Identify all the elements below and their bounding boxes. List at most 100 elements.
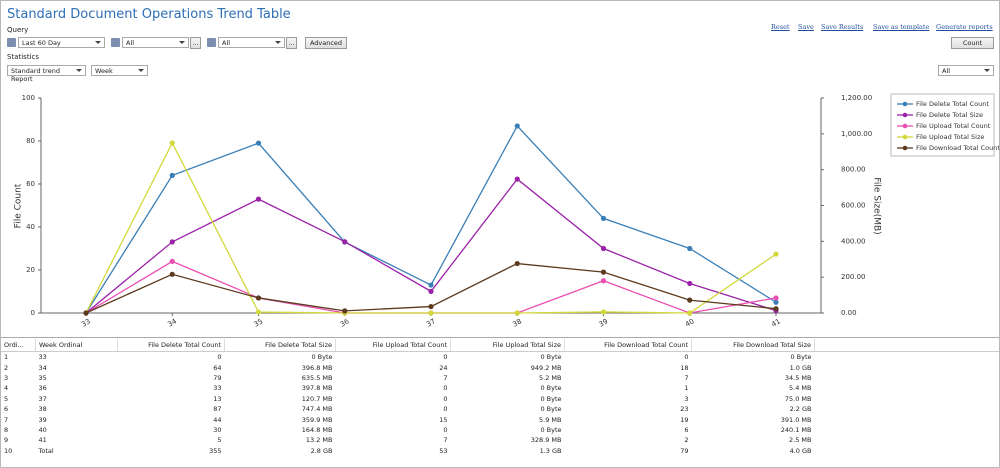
data-point [169, 239, 175, 245]
table-cell: 53 [439, 446, 448, 455]
table-cell: 0 Byte [540, 405, 562, 414]
table-cell: 39 [38, 415, 47, 424]
table-cell: 6 [684, 425, 689, 434]
generate-reports-link[interactable]: Generate reports [936, 23, 993, 31]
table-cell: 5.9 MB [539, 415, 562, 424]
cell-filler [815, 446, 1000, 456]
table-cell: 397.8 MB [301, 384, 333, 393]
legend-label: File Download Total Count [916, 144, 999, 152]
table-cell: Total [38, 446, 54, 455]
browse-button[interactable]: ... [286, 37, 297, 49]
table-cell: 10 [4, 446, 13, 455]
y-tick-label: 0 [31, 309, 35, 317]
y-tick-label: 40 [26, 223, 35, 231]
table-cell: 0 Byte [540, 384, 562, 393]
y2-tick-label: 400.00 [841, 237, 866, 245]
data-point [255, 309, 262, 315]
table-cell: 15 [439, 415, 448, 424]
table-cell: 36 [38, 384, 47, 393]
period-select[interactable]: Last 60 Day [18, 37, 105, 48]
legend-marker [902, 123, 908, 129]
table-cell: 40 [38, 425, 47, 434]
table-cell: 79 [680, 446, 689, 455]
table-cell: 164.8 MB [301, 425, 333, 434]
table-cell: 0 [443, 405, 448, 414]
data-point [687, 280, 693, 287]
data-point [773, 306, 779, 312]
column-header: File Delete Total Count [117, 339, 225, 352]
table-cell: 0 Byte [311, 353, 333, 362]
table-cell: 24 [439, 363, 448, 372]
filter-select[interactable]: All [218, 37, 285, 48]
table-cell: 35 [38, 373, 47, 382]
filter-select[interactable]: All [122, 37, 189, 48]
data-point [687, 310, 693, 316]
legend-marker [902, 134, 908, 140]
data-point [255, 295, 262, 301]
data-point [600, 215, 607, 221]
table-cell: 747.4 MB [301, 405, 333, 414]
y2-tick-label: 0.00 [841, 309, 857, 317]
table-cell: 5.2 MB [539, 373, 562, 382]
table-cell: 0 Byte [540, 425, 562, 434]
table-cell: 4 [4, 384, 9, 393]
table-cell: 355 [209, 446, 222, 455]
table-cell: 8 [4, 425, 9, 434]
table-cell: 38 [38, 405, 47, 414]
legend-marker [902, 112, 908, 118]
table-row: 7 39 44 359.9 MB 15 5.9 MB 19 391.0 MB [1, 414, 999, 424]
browse-button[interactable]: ... [190, 37, 201, 49]
table-cell: 41 [38, 436, 47, 445]
table-cell: 64 [213, 363, 222, 372]
interval-select[interactable]: Week [91, 65, 148, 76]
scope-select[interactable]: All [938, 65, 994, 76]
table-row: 10 Total 355 2.8 GB 53 1.3 GB 79 4.0 GB [1, 446, 1000, 456]
legend-label: File Delete Total Count [916, 100, 989, 108]
count-button[interactable]: Count [951, 37, 994, 49]
y2-tick-label: 800.00 [841, 166, 866, 174]
data-point [428, 282, 434, 288]
query-label: Query [7, 26, 29, 34]
x-tick-label: 35 [253, 317, 265, 328]
save-link[interactable]: Save [798, 23, 814, 31]
cell-filler [815, 435, 1000, 445]
table-cell: 2.8 GB [310, 446, 333, 455]
table-cell: 949.2 MB [530, 363, 562, 372]
table-row: 2 34 64 396.8 MB 24 949.2 MB 18 1.0 GB [1, 362, 999, 372]
calendar-icon [7, 38, 16, 47]
table-cell: 33 [38, 353, 47, 362]
table-cell: 5.4 MB [789, 384, 812, 393]
table-cell: 0 [443, 394, 448, 403]
advanced-button[interactable]: Advanced [305, 37, 347, 49]
table-row: 5 37 13 120.7 MB 0 0 Byte 3 75.0 MB [1, 394, 1000, 404]
x-tick-label: 36 [339, 317, 351, 329]
report-select[interactable]: Standard trend Report [7, 65, 86, 83]
y-tick-label: 100 [22, 94, 35, 102]
legend-label: File Upload Total Size [916, 133, 984, 141]
reset-link[interactable]: Reset [771, 23, 790, 31]
data-point [169, 140, 175, 146]
legend-marker [902, 101, 908, 107]
x-tick-label: 38 [511, 317, 523, 328]
save-template-link[interactable]: Save as template [873, 23, 930, 31]
table-cell: 44 [213, 415, 222, 424]
data-point [255, 140, 262, 146]
save-results-link[interactable]: Save Results [821, 23, 864, 31]
group-icon [207, 38, 216, 47]
x-tick-label: 33 [80, 317, 92, 328]
table-cell: 5 [4, 394, 9, 403]
table-cell: 3 [684, 394, 689, 403]
data-table: Ordi... Week Ordinal File Delete Total Cou… [1, 339, 1000, 456]
table-cell: 37 [38, 394, 47, 403]
data-point [514, 260, 520, 267]
cell-filler [815, 394, 1000, 404]
data-point [600, 269, 607, 275]
table-cell: 359.9 MB [301, 415, 333, 424]
table-cell: 30 [213, 425, 222, 434]
chart: 0 20 40 60 80 100 0.00 200.00 400.00 600.00 800.00… [14, 93, 999, 329]
table-cell: 1.0 GB [789, 363, 812, 372]
column-header: File Download Total Size [691, 339, 815, 352]
data-point [773, 251, 779, 257]
table-row: 9 41 5 13.2 MB 7 328.9 MB 2 2.5 MB [1, 435, 1000, 445]
